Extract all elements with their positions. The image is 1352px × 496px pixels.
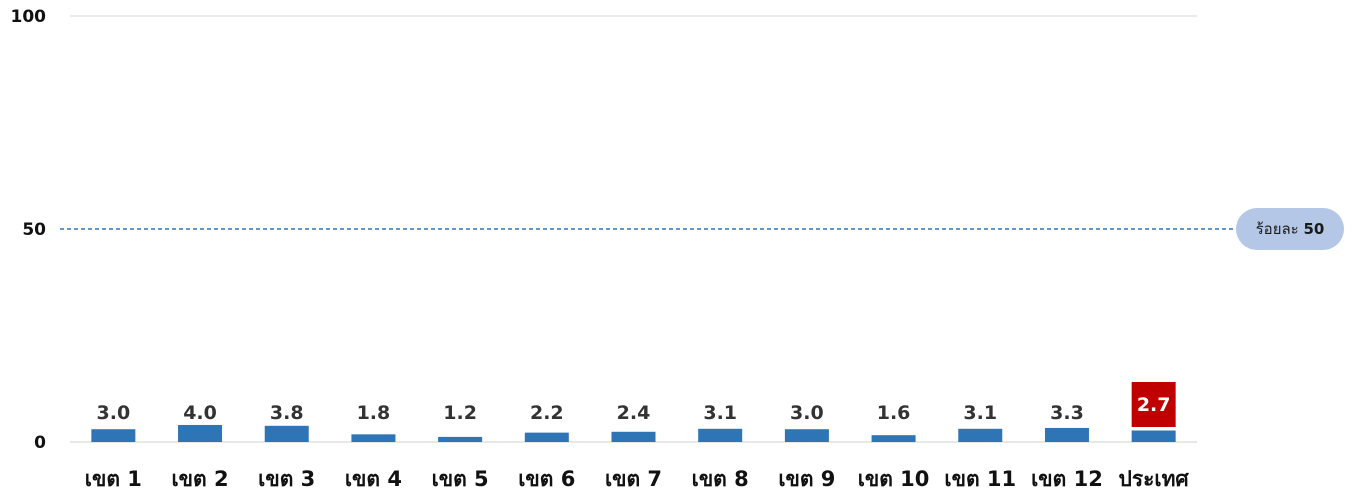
- bar: [264, 425, 309, 442]
- data-label: 1.6: [877, 402, 911, 424]
- reference-badge: [1236, 208, 1344, 250]
- highlight-label-box: [1131, 382, 1176, 427]
- bar: [1131, 430, 1176, 442]
- x-tick-label: เขต 7: [605, 467, 662, 491]
- bar: [698, 428, 743, 442]
- bar: [958, 428, 1003, 442]
- data-label: 1.8: [357, 402, 391, 424]
- y-tick-label: 0: [34, 433, 46, 453]
- bar: [871, 435, 916, 442]
- data-labels: 3.0 4.0 3.8 1.8 1.2 2.2 2.4 3.1 3.0 1.6 3.1 3.3 2.7: [97, 382, 1176, 427]
- reference-line-group: ร้อยละ 50: [60, 208, 1344, 250]
- data-label: 3.3: [1050, 402, 1084, 424]
- data-label: 2.4: [617, 402, 651, 424]
- bar: [611, 431, 656, 442]
- data-label: 3.8: [270, 402, 304, 424]
- reference-label-value: 50: [1304, 220, 1325, 238]
- x-tick-label: เขต 11: [944, 467, 1016, 491]
- bar: [438, 436, 483, 442]
- bars: [91, 424, 1176, 442]
- bar: [91, 429, 136, 442]
- data-label: 3.0: [97, 402, 131, 424]
- x-tick-label: เขต 5: [432, 467, 489, 491]
- y-tick-label: 100: [11, 7, 47, 27]
- data-label: 3.1: [703, 402, 737, 424]
- bar: [178, 424, 223, 442]
- x-axis: เขต 1 เขต 2 เขต 3 เขต 4 เขต 5 เขต 6 เขต 7 เขต 8…: [85, 467, 1190, 491]
- y-tick-label: 50: [22, 220, 46, 240]
- bar: [1044, 427, 1089, 442]
- x-tick-label: เขต 8: [692, 467, 749, 491]
- x-tick-label: เขต 3: [258, 467, 315, 491]
- data-label: 2.2: [530, 402, 564, 424]
- data-label: 2.7: [1137, 394, 1171, 416]
- data-label: 4.0: [183, 402, 217, 424]
- x-tick-label: เขต 1: [85, 467, 142, 491]
- x-tick-label: เขต 6: [518, 467, 575, 491]
- data-label: 1.2: [443, 402, 477, 424]
- x-tick-label: ประเทศ: [1119, 467, 1190, 491]
- x-tick-label: เขต 4: [345, 467, 402, 491]
- reference-label: ร้อยละ 50: [1256, 220, 1325, 238]
- x-tick-label: เขต 9: [778, 467, 835, 491]
- x-tick-label: เขต 2: [171, 467, 228, 491]
- x-tick-label: เขต 12: [1031, 467, 1103, 491]
- bar: [351, 434, 396, 442]
- bar: [524, 432, 569, 442]
- y-axis: 0 50 100: [11, 7, 1197, 453]
- data-label: 3.1: [963, 402, 997, 424]
- x-tick-label: เขต 10: [858, 467, 930, 491]
- bar: [784, 429, 829, 442]
- reference-label-prefix: ร้อยละ: [1256, 220, 1304, 238]
- data-label: 3.0: [790, 402, 824, 424]
